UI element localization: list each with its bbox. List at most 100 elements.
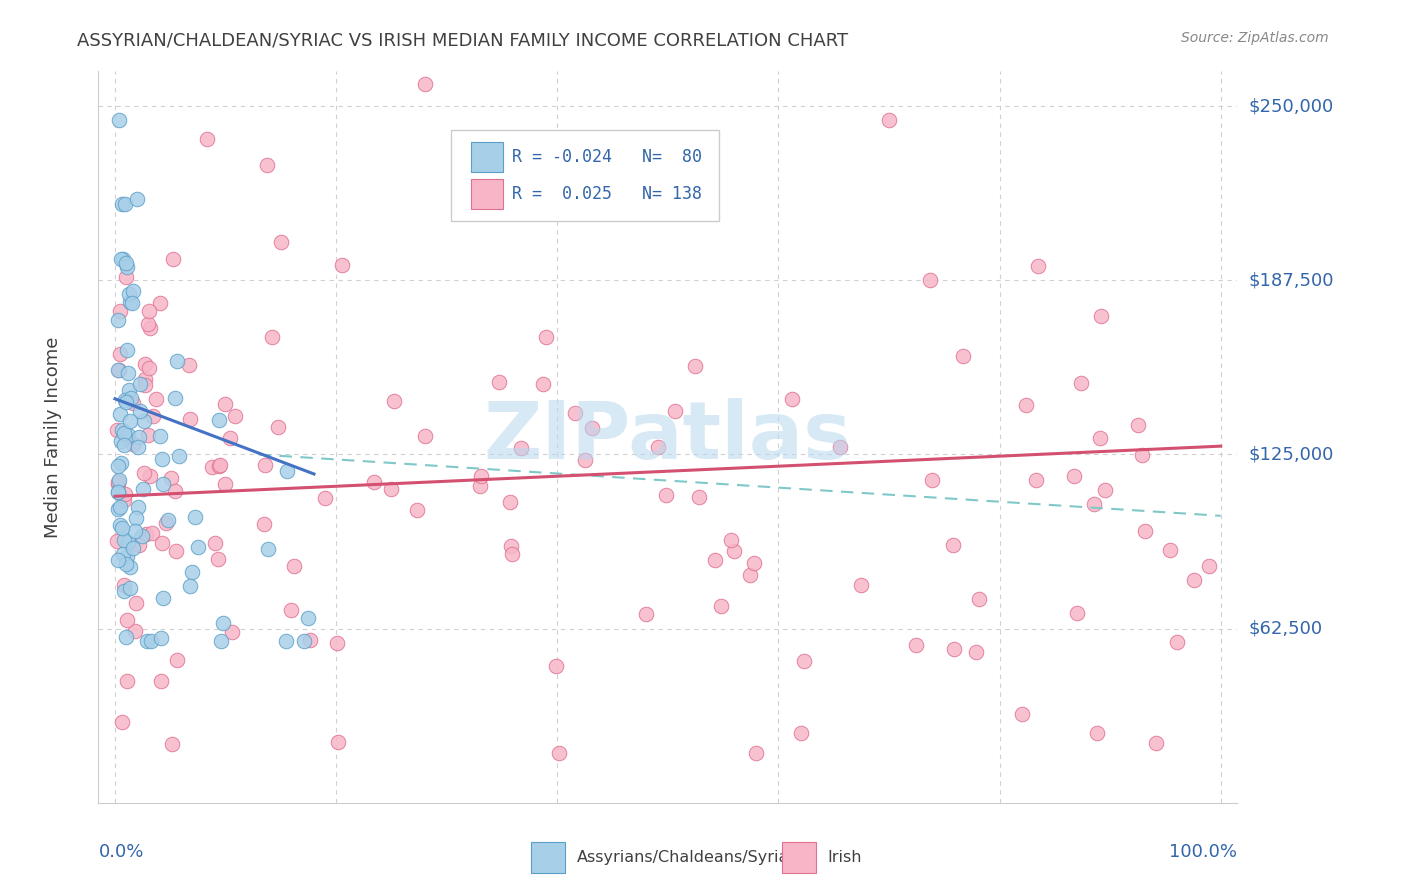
- Text: 100.0%: 100.0%: [1170, 843, 1237, 861]
- Text: $125,000: $125,000: [1249, 445, 1334, 464]
- Point: [828, 440, 851, 454]
- Point: [105, 533, 128, 548]
- Point: [157, 513, 180, 527]
- Point: [124, 624, 146, 638]
- Point: [330, 259, 353, 273]
- Point: [120, 391, 142, 405]
- Point: [509, 441, 531, 455]
- Point: [136, 317, 159, 331]
- Point: [125, 511, 148, 525]
- Point: [849, 578, 872, 592]
- Point: [124, 524, 146, 539]
- Point: [124, 596, 146, 610]
- Point: [115, 431, 138, 445]
- Point: [149, 428, 172, 442]
- Point: [118, 383, 141, 397]
- Point: [120, 295, 142, 310]
- FancyBboxPatch shape: [782, 842, 815, 873]
- Point: [118, 286, 141, 301]
- Point: [1063, 469, 1085, 483]
- Point: [280, 602, 302, 616]
- Point: [267, 419, 290, 434]
- Point: [406, 503, 429, 517]
- Point: [115, 256, 138, 270]
- Point: [710, 599, 733, 613]
- Point: [110, 407, 132, 421]
- Point: [1166, 635, 1188, 649]
- Point: [413, 429, 436, 443]
- Point: [127, 500, 149, 514]
- Point: [112, 578, 135, 592]
- Point: [942, 538, 965, 552]
- Point: [921, 474, 943, 488]
- Point: [180, 565, 202, 579]
- Point: [107, 363, 129, 377]
- Point: [114, 395, 136, 409]
- Point: [920, 273, 942, 287]
- Point: [905, 638, 928, 652]
- Point: [1011, 706, 1033, 721]
- Point: [183, 509, 205, 524]
- Point: [297, 610, 319, 624]
- Point: [139, 321, 162, 335]
- Point: [117, 534, 139, 549]
- Point: [131, 483, 153, 497]
- Text: Irish: Irish: [827, 850, 862, 865]
- Point: [723, 543, 745, 558]
- Point: [150, 452, 173, 467]
- Point: [501, 548, 523, 562]
- Text: R =  0.025   N= 138: R = 0.025 N= 138: [512, 186, 702, 203]
- Point: [1090, 310, 1112, 324]
- Point: [111, 252, 134, 267]
- Point: [118, 414, 141, 428]
- Point: [1159, 542, 1181, 557]
- Point: [208, 413, 231, 427]
- Point: [108, 113, 131, 128]
- Point: [195, 132, 218, 146]
- Point: [204, 536, 226, 550]
- Point: [150, 632, 173, 646]
- Point: [128, 430, 150, 444]
- Point: [499, 495, 522, 509]
- Point: [274, 634, 297, 648]
- Point: [742, 556, 765, 570]
- Point: [131, 529, 153, 543]
- Point: [112, 583, 135, 598]
- Point: [208, 458, 231, 473]
- Point: [114, 196, 136, 211]
- Point: [703, 553, 725, 567]
- Point: [107, 502, 129, 516]
- Point: [162, 252, 184, 266]
- Point: [326, 735, 349, 749]
- Point: [1070, 376, 1092, 391]
- Point: [413, 77, 436, 91]
- Text: $187,500: $187,500: [1249, 271, 1334, 289]
- Point: [111, 196, 134, 211]
- Text: Source: ZipAtlas.com: Source: ZipAtlas.com: [1181, 31, 1329, 45]
- Point: [118, 559, 141, 574]
- Point: [544, 659, 567, 673]
- Point: [257, 541, 280, 556]
- Point: [115, 260, 138, 274]
- Point: [1088, 431, 1111, 445]
- Point: [1025, 473, 1047, 487]
- Text: 0.0%: 0.0%: [98, 843, 143, 861]
- Point: [114, 393, 136, 408]
- Point: [107, 458, 129, 473]
- Point: [214, 397, 236, 411]
- Point: [115, 549, 138, 564]
- Text: Median Family Income: Median Family Income: [44, 336, 62, 538]
- Point: [108, 500, 131, 514]
- Point: [654, 487, 676, 501]
- Point: [134, 358, 156, 372]
- Point: [136, 634, 159, 648]
- Point: [134, 414, 156, 428]
- Text: $62,500: $62,500: [1249, 620, 1323, 638]
- Point: [252, 516, 274, 531]
- Point: [107, 477, 129, 491]
- Point: [149, 296, 172, 310]
- Point: [107, 484, 129, 499]
- Point: [177, 358, 200, 372]
- Point: [688, 491, 710, 505]
- Point: [254, 458, 277, 473]
